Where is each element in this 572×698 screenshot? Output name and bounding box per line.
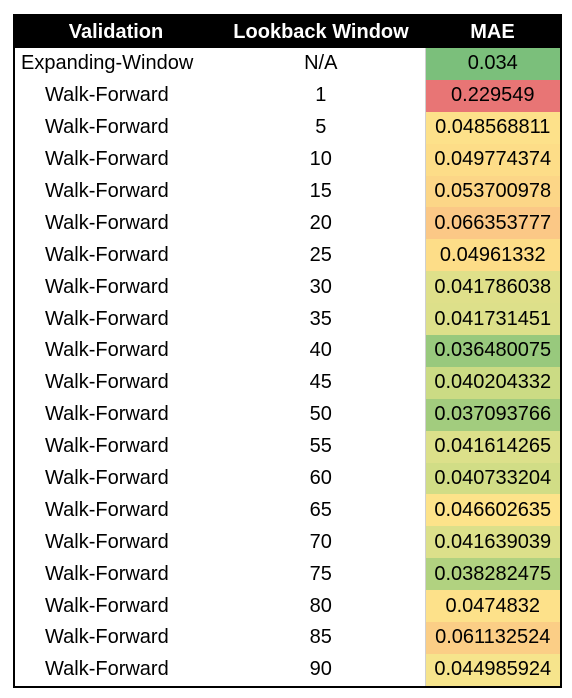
header-lookback-window: Lookback Window bbox=[217, 16, 425, 48]
table-row: Walk-Forward 25 0.04961332 bbox=[15, 239, 560, 272]
cell-lookback-window: 50 bbox=[309, 403, 332, 426]
table-row: Walk-Forward 20 0.066353777 bbox=[15, 207, 560, 240]
cell-validation: Walk-Forward bbox=[45, 148, 169, 171]
cell-lookback-window: 70 bbox=[309, 530, 332, 553]
cell-lookback-window: N/A bbox=[304, 52, 338, 75]
cell-lookback-window: 55 bbox=[309, 435, 332, 458]
cell-validation: Walk-Forward bbox=[45, 562, 169, 585]
cell-validation: Walk-Forward bbox=[45, 371, 169, 394]
cell-mae: 0.036480075 bbox=[424, 335, 560, 367]
cell-mae: 0.040204332 bbox=[424, 366, 560, 399]
cell-validation: Expanding-Window bbox=[21, 52, 194, 75]
cell-mae: 0.049774374 bbox=[424, 143, 560, 176]
cell-lookback-window: 90 bbox=[309, 658, 332, 681]
header-row: Validation Lookback Window MAE bbox=[15, 16, 560, 48]
cell-lookback-window: 45 bbox=[309, 371, 332, 394]
cell-validation: Walk-Forward bbox=[45, 530, 169, 553]
table-row: Walk-Forward 1 0.229549 bbox=[15, 79, 560, 112]
cell-lookback-window: 30 bbox=[309, 275, 332, 298]
cell-lookback-window: 1 bbox=[315, 84, 327, 107]
cell-validation: Walk-Forward bbox=[45, 84, 169, 107]
cell-lookback-window: 80 bbox=[309, 594, 332, 617]
table-row: Walk-Forward 15 0.053700978 bbox=[15, 175, 560, 208]
cell-validation: Walk-Forward bbox=[45, 339, 169, 362]
table-row: Walk-Forward 70 0.041639039 bbox=[15, 526, 560, 559]
header-validation: Validation bbox=[15, 16, 217, 48]
table-row: Expanding-Window N/A 0.034 bbox=[15, 48, 560, 80]
cell-mae: 0.044985924 bbox=[424, 653, 560, 686]
table-row: Walk-Forward 75 0.038282475 bbox=[15, 558, 560, 591]
cell-validation: Walk-Forward bbox=[45, 626, 169, 649]
table-row: Walk-Forward 10 0.049774374 bbox=[15, 143, 560, 176]
cell-mae: 0.041614265 bbox=[424, 430, 560, 463]
table-body: Expanding-Window N/A 0.034 Walk-Forward 1 0.2… bbox=[15, 48, 560, 686]
cell-validation: Walk-Forward bbox=[45, 243, 169, 266]
cell-validation: Walk-Forward bbox=[45, 180, 169, 202]
cell-validation: Walk-Forward bbox=[45, 435, 169, 458]
cell-lookback-window: 25 bbox=[309, 243, 332, 266]
cell-mae: 0.048568811 bbox=[424, 111, 560, 144]
cell-validation: Walk-Forward bbox=[45, 211, 169, 234]
cell-lookback-window: 10 bbox=[309, 148, 332, 171]
cell-lookback-window: 85 bbox=[309, 626, 332, 649]
cell-mae: 0.229549 bbox=[424, 79, 560, 112]
cell-mae: 0.040733204 bbox=[424, 462, 560, 495]
cell-lookback-window: 35 bbox=[309, 307, 332, 330]
table-row: Walk-Forward 5 0.048568811 bbox=[15, 111, 560, 144]
table-row: Walk-Forward 85 0.061132524 bbox=[15, 622, 560, 654]
table-row: Walk-Forward 45 0.040204332 bbox=[15, 366, 560, 399]
table-row: Walk-Forward 40 0.036480075 bbox=[15, 335, 560, 367]
table-row: Walk-Forward 50 0.037093766 bbox=[15, 398, 560, 431]
cell-lookback-window: 20 bbox=[309, 211, 332, 234]
cell-validation: Walk-Forward bbox=[45, 658, 169, 681]
header-mae: MAE bbox=[425, 16, 560, 48]
cell-lookback-window: 40 bbox=[309, 339, 332, 362]
cell-mae: 0.041786038 bbox=[424, 271, 560, 304]
table-row: Walk-Forward 80 0.0474832 bbox=[15, 590, 560, 623]
cell-validation: Walk-Forward bbox=[45, 467, 169, 490]
cell-validation: Walk-Forward bbox=[45, 403, 169, 426]
cell-mae: 0.066353777 bbox=[424, 207, 560, 240]
results-table: Validation Lookback Window MAE Expanding… bbox=[15, 16, 560, 686]
cell-mae: 0.046602635 bbox=[424, 494, 560, 527]
cell-lookback-window: 65 bbox=[309, 498, 332, 521]
cell-lookback-window: 60 bbox=[309, 467, 332, 490]
cell-lookback-window: 75 bbox=[309, 562, 332, 585]
table-row: Walk-Forward 60 0.040733204 bbox=[15, 462, 560, 495]
cell-mae: 0.038282475 bbox=[424, 558, 560, 591]
cell-mae: 0.0474832 bbox=[424, 590, 560, 623]
table-row: Walk-Forward 30 0.041786038 bbox=[15, 271, 560, 304]
cell-mae: 0.037093766 bbox=[424, 398, 560, 431]
table-row: Walk-Forward 55 0.041614265 bbox=[15, 430, 560, 463]
results-table-container: Validation Lookback Window MAE Expanding… bbox=[13, 14, 562, 688]
cell-lookback-window: 15 bbox=[309, 180, 332, 202]
cell-lookback-window: 5 bbox=[315, 116, 327, 139]
table-row: Walk-Forward 90 0.044985924 bbox=[15, 653, 560, 686]
cell-validation: Walk-Forward bbox=[45, 307, 169, 330]
cell-mae: 0.061132524 bbox=[424, 622, 560, 654]
table-row: Walk-Forward 35 0.041731451 bbox=[15, 303, 560, 336]
cell-validation: Walk-Forward bbox=[45, 498, 169, 521]
cell-validation: Walk-Forward bbox=[45, 594, 169, 617]
cell-mae: 0.04961332 bbox=[424, 239, 560, 272]
cell-mae: 0.041639039 bbox=[424, 526, 560, 559]
table-row: Walk-Forward 65 0.046602635 bbox=[15, 494, 560, 527]
cell-mae: 0.041731451 bbox=[424, 303, 560, 336]
cell-validation: Walk-Forward bbox=[45, 116, 169, 139]
cell-validation: Walk-Forward bbox=[45, 275, 169, 298]
cell-mae: 0.053700978 bbox=[424, 175, 560, 208]
cell-mae: 0.034 bbox=[424, 48, 560, 80]
